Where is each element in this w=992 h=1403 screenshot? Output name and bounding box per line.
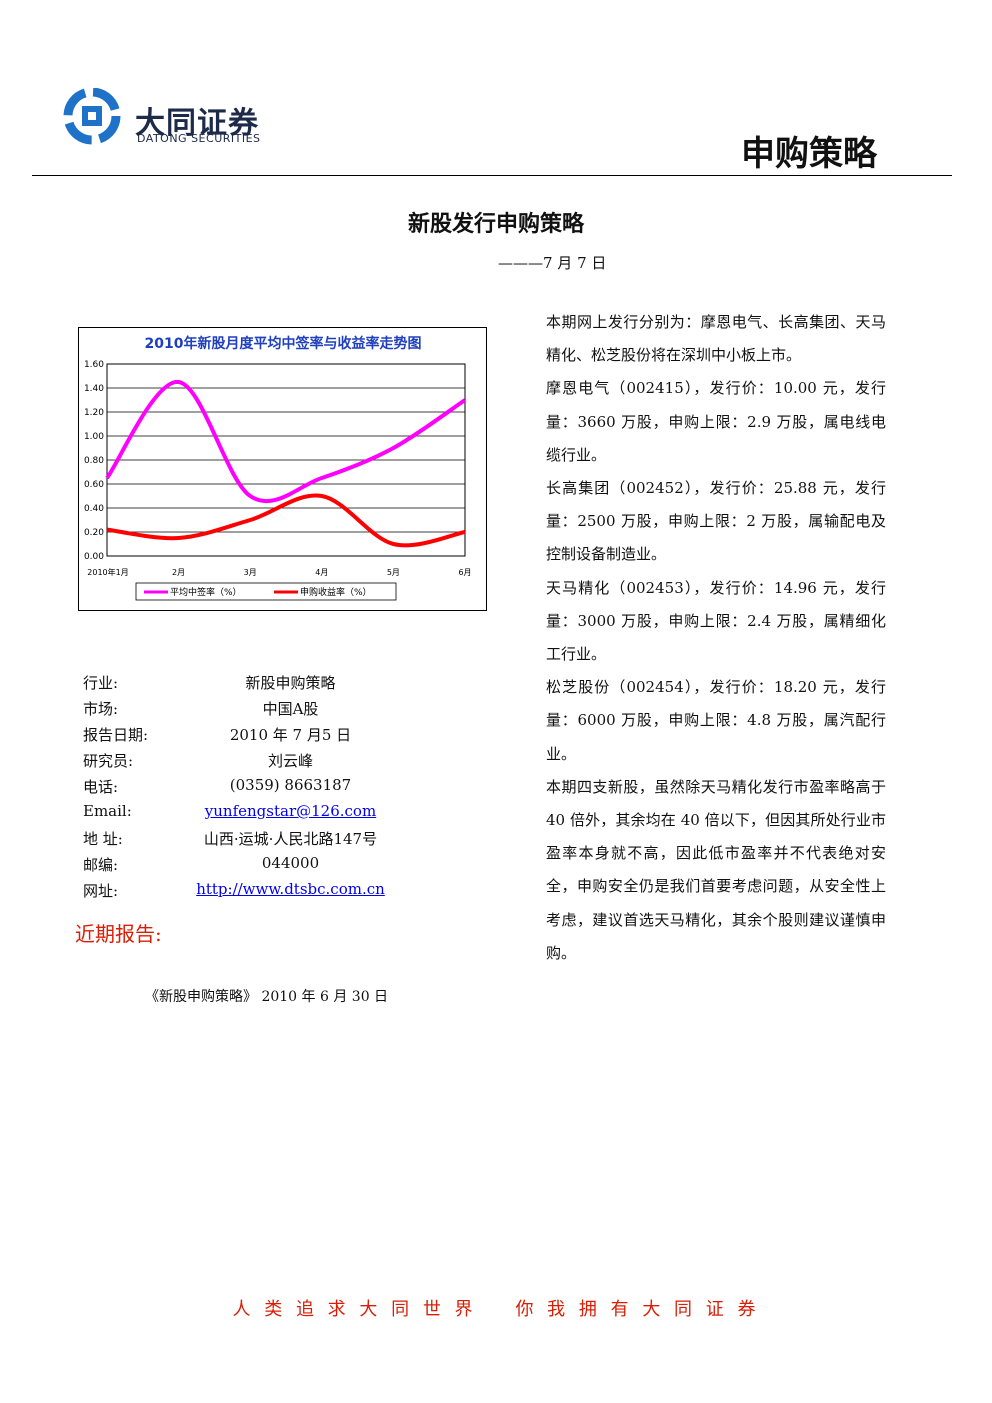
series-line xyxy=(106,493,466,548)
legend-label: 平均中签率（%） xyxy=(170,586,242,598)
info-label: Email: xyxy=(83,802,132,820)
report-date: ———7 月 7 日 xyxy=(498,254,607,272)
info-label: 市场: xyxy=(83,700,119,718)
company-name: 大同证券 xyxy=(135,106,259,141)
y-tick-label: 0.20 xyxy=(84,528,104,538)
y-tick-label: 1.20 xyxy=(84,408,104,418)
info-label: 行业: xyxy=(83,674,119,692)
x-tick-label: 6月 xyxy=(458,568,471,577)
info-label: 地 址: xyxy=(83,830,123,848)
x-tick-label: 5月 xyxy=(387,568,400,577)
info-value: 2010 年 7 月5 日 xyxy=(229,726,352,744)
company-name-en: DATONG SECURITIES xyxy=(137,132,261,145)
info-label: 电话: xyxy=(83,778,119,796)
section-title: 申购策略 xyxy=(741,134,877,174)
info-row: 地 址: 山西·运城·人民北路147号 xyxy=(83,828,403,854)
info-row: 行业: 新股申购策略 xyxy=(83,672,403,698)
x-tick-label: 2月 xyxy=(172,568,185,577)
chart-title: 2010年新股月度平均中签率与收益率走势图 xyxy=(145,335,422,352)
info-row: 报告日期: 2010 年 7 月5 日 xyxy=(83,724,403,750)
info-value: 044000 xyxy=(261,854,320,872)
report-title: 新股发行申购策略 xyxy=(407,211,584,237)
recent-heading: 近期报告: xyxy=(75,922,162,946)
x-tick-label: 2010年1月 xyxy=(87,567,128,577)
y-tick-label: 0.40 xyxy=(84,504,104,514)
info-label: 网址: xyxy=(83,882,119,900)
paragraph: 本期四支新股，虽然除天马精化发行市盈率略高于 40 倍外，其余均在 40 倍以下… xyxy=(546,777,886,962)
legend-box xyxy=(135,582,397,601)
info-value: 中国A股 xyxy=(262,700,319,718)
x-tick-label: 4月 xyxy=(315,568,328,577)
y-tick-label: 0.00 xyxy=(84,552,104,562)
info-label: 研究员: xyxy=(83,752,134,770)
y-tick-label: 1.00 xyxy=(84,432,104,442)
info-link: http://www.dtsbc.com.cn xyxy=(196,880,385,898)
info-row: 网址: http://www.dtsbc.com.cn xyxy=(83,880,403,906)
info-value: 刘云峰 xyxy=(267,752,313,770)
info-label: 报告日期: xyxy=(83,726,149,744)
y-tick-label: 1.40 xyxy=(84,384,104,394)
info-row: 邮编: 044000 xyxy=(83,854,403,880)
chart: 2010年新股月度平均中签率与收益率走势图 0.00 0.20 0.40 0.60 0.… xyxy=(78,327,487,611)
y-tick-label: 1.60 xyxy=(84,360,104,370)
info-row: 研究员: 刘云峰 xyxy=(83,750,403,776)
paragraph: 本期网上发行分别为：摩恩电气、长高集团、天马精化、松芝股份将在深圳中小板上市。 xyxy=(546,313,886,365)
info-value: 新股申购策略 xyxy=(245,674,336,692)
info-row: 市场: 中国A股 xyxy=(83,698,403,724)
info-link: yunfengstar@126.com xyxy=(204,802,377,820)
footer-slogan: 人 类 追 求 大 同 世 界 你 我 拥 有 大 同 证 券 xyxy=(232,1299,760,1320)
info-row: 电话: (0359) 8663187 xyxy=(83,776,403,802)
y-tick-label: 0.80 xyxy=(84,456,104,466)
y-tick-label: 0.60 xyxy=(84,480,104,490)
series-line xyxy=(105,380,467,504)
info-label: 邮编: xyxy=(83,856,119,874)
recent-report: 《新股申购策略》 2010 年 6 月 30 日 xyxy=(145,989,389,1005)
info-value: 山西·运城·人民北路147号 xyxy=(203,830,378,848)
paragraph: 长高集团（002452），发行价：25.88 元，发行量：2500 万股，申购上… xyxy=(546,479,886,564)
body-text: 本期网上发行分别为：摩恩电气、长高集团、天马精化、松芝股份将在深圳中小板上市。摩… xyxy=(546,306,886,970)
header-rule xyxy=(32,175,952,176)
legend-label: 申购收益率（%） xyxy=(300,586,372,598)
paragraph: 摩恩电气（002415），发行价：10.00 元，发行量：3660 万股，申购上… xyxy=(546,379,886,464)
logo xyxy=(63,88,121,145)
info-value: (0359) 8663187 xyxy=(229,776,352,794)
info-table: 行业: 新股申购策略市场: 中国A股报告日期: 2010 年 7 月5 日研究员: 刘云… xyxy=(83,672,403,906)
paragraph: 松芝股份（002454），发行价：18.20 元，发行量：6000 万股，申购上… xyxy=(546,678,886,763)
info-row: Email: yunfengstar@126.com xyxy=(83,802,403,828)
x-tick-label: 3月 xyxy=(244,568,257,577)
paragraph: 天马精化（002453），发行价：14.96 元，发行量：3000 万股，申购上… xyxy=(546,578,886,664)
